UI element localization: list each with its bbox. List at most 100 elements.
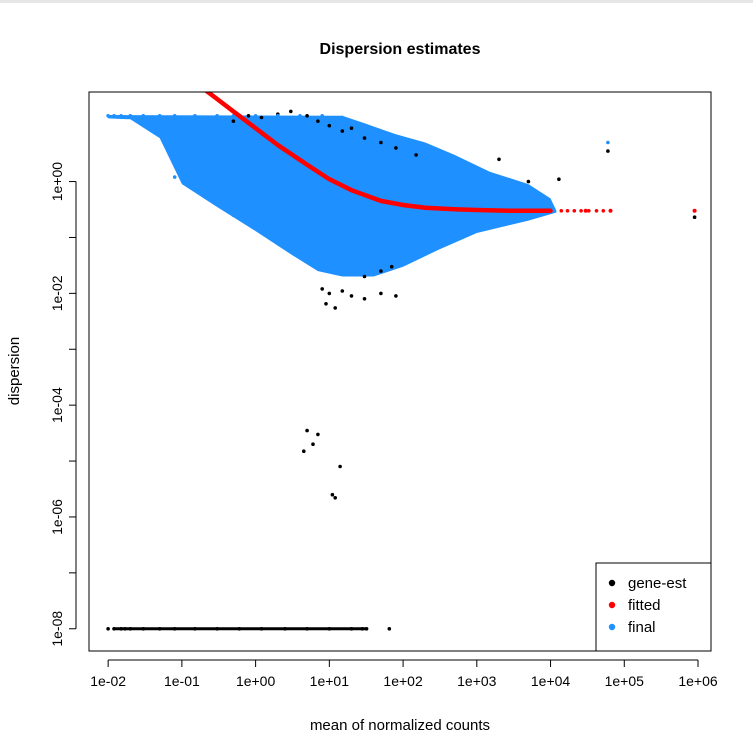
data-point [349, 126, 354, 130]
x-tick-label: 1e+05 [605, 673, 645, 689]
y-tick-label: 1e+00 [49, 162, 65, 202]
data-point [231, 119, 236, 123]
data-point [215, 114, 219, 118]
data-point [414, 153, 418, 157]
data-point [379, 140, 383, 145]
data-point [320, 114, 325, 118]
x-tick-label: 1e+06 [678, 673, 718, 689]
data-point [340, 289, 345, 293]
data-point [305, 428, 309, 433]
legend-box [595, 562, 712, 652]
data-point [371, 257, 376, 262]
x-tick-label: 1e+01 [310, 673, 350, 689]
data-point [202, 192, 206, 196]
x-tick-label: 1e+02 [383, 673, 423, 689]
final-dispersion-cloud [108, 115, 557, 277]
data-point [379, 291, 383, 296]
data-point [475, 218, 479, 223]
legend-label: final [628, 619, 656, 636]
x-axis: 1e-02 1e-01 1e+00 1e+01 1e+02 1e+03 1e+04 1e+05… [90, 659, 718, 689]
data-point [141, 114, 146, 118]
chart-title: Dispersion estimates [320, 41, 481, 58]
data-point [157, 114, 162, 118]
fitted-point [601, 209, 606, 213]
data-point [327, 264, 332, 269]
x-tick-label: 1e-01 [164, 673, 200, 689]
data-point [253, 114, 258, 118]
data-point [324, 302, 328, 306]
data-point [106, 627, 110, 631]
y-tick-label: 1e-06 [49, 499, 65, 535]
final-cloud-area [108, 115, 557, 277]
data-point [316, 261, 320, 265]
data-point [338, 464, 342, 469]
fitted-point [692, 208, 697, 213]
legend-label: fitted [628, 597, 661, 614]
legend: gene-est fitted final [595, 562, 712, 652]
data-point [119, 114, 123, 118]
data-point [112, 114, 116, 118]
plot-frame [88, 91, 712, 652]
data-point [259, 115, 264, 120]
data-point [180, 153, 184, 157]
data-point [320, 287, 325, 291]
data-point [510, 213, 514, 217]
data-point [305, 114, 309, 118]
y-axis: 1e-08 1e-06 1e-04 1e-02 1e+00 [49, 162, 77, 647]
data-point [606, 149, 610, 153]
data-point [327, 291, 332, 296]
data-point [311, 442, 315, 447]
data-point [231, 213, 236, 217]
y-tick-label: 1e-02 [49, 275, 65, 311]
data-point [452, 225, 457, 230]
fitted-point [559, 209, 564, 213]
fitted-point [565, 209, 570, 213]
data-point [172, 114, 177, 118]
data-point [193, 114, 197, 118]
data-point [202, 140, 206, 145]
data-point [526, 179, 531, 184]
data-point [349, 153, 354, 157]
data-point [389, 264, 394, 269]
data-point [289, 109, 293, 114]
data-point [106, 114, 110, 118]
x-tick-label: 1e+03 [457, 673, 497, 689]
data-point [340, 115, 345, 120]
data-point [362, 274, 367, 279]
data-point [333, 306, 338, 310]
data-point [362, 136, 367, 140]
data-point [215, 202, 219, 206]
data-point [394, 146, 398, 150]
data-point [298, 252, 302, 257]
data-point [394, 248, 398, 252]
data-point [276, 238, 280, 242]
window-top-edge [0, 0, 753, 3]
data-point [384, 162, 389, 167]
series-final [106, 114, 697, 271]
data-point [276, 114, 280, 118]
fitted-point [608, 208, 613, 213]
data-point [497, 157, 501, 162]
data-point [316, 119, 320, 123]
data-point [379, 269, 383, 273]
data-point [316, 432, 320, 437]
data-point [606, 140, 610, 145]
legend-label: gene-est [628, 575, 687, 592]
data-point [349, 294, 354, 298]
data-point [445, 175, 450, 179]
x-tick-label: 1e+00 [236, 673, 276, 689]
data-point [557, 177, 561, 181]
data-point [480, 185, 485, 189]
fitted-point [572, 209, 577, 213]
x-axis-label: mean of normalized counts [310, 717, 490, 734]
data-point [362, 297, 367, 301]
data-point [128, 114, 133, 118]
legend-marker [608, 601, 616, 609]
x-tick-label: 1e-02 [90, 673, 126, 689]
data-point [340, 129, 345, 133]
data-point [330, 492, 335, 497]
data-point [246, 114, 251, 118]
y-axis-label: dispersion [6, 337, 23, 405]
data-point [172, 175, 177, 179]
y-tick-label: 1e-08 [49, 611, 65, 647]
